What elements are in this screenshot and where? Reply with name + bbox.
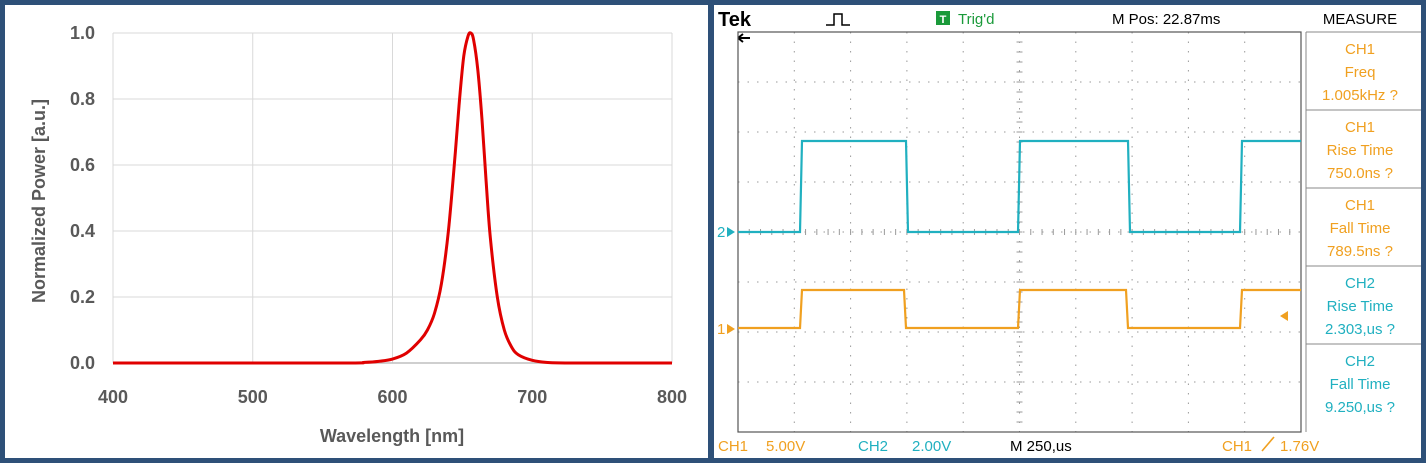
ch2-label: CH2 [858,438,888,455]
left-arrow-icon [737,33,750,43]
measure-title: MEASURE [1323,11,1397,28]
ch1-scale: 5.00V [766,438,805,455]
ch2-ground-arrow-icon [727,227,735,237]
y-tick-label: 1.0 [70,23,95,43]
trigger-pulse-icon [826,13,850,26]
spectrum-chart: 0.0 0.2 0.4 0.6 0.8 1.0 400 500 600 700 800 Wavel… [29,23,687,446]
measurement-item[interactable]: CH2 Rise Time 2.303,us ? [1306,265,1421,338]
ch2-trace [738,139,1301,234]
measurement-item[interactable]: CH1 Rise Time 750.0ns ? [1306,109,1421,182]
y-tick-label: 0.0 [70,353,95,373]
y-tick-label: 0.6 [70,155,95,175]
x-tick-label: 800 [657,387,687,407]
x-axis-title: Wavelength [nm] [320,426,464,446]
y-tick-labels: 0.0 0.2 0.4 0.6 0.8 1.0 [70,23,95,373]
y-tick-label: 0.2 [70,287,95,307]
ch2-ground-marker: 2 [717,224,725,241]
measurement-value: 1.005kHz ? [1322,87,1398,104]
measurement-value: 750.0ns ? [1327,165,1393,182]
trigger-level: 1.76V [1280,438,1319,455]
measurement-value: 789.5ns ? [1327,243,1393,260]
ch2-scale: 2.00V [912,438,951,455]
measurement-channel: CH1 [1345,41,1375,58]
rising-edge-icon [1261,436,1275,452]
scope-background [714,5,1421,458]
measurement-item[interactable]: CH1 Fall Time 789.5ns ? [1306,187,1421,260]
y-tick-label: 0.4 [70,221,95,241]
measurement-name: Fall Time [1330,220,1391,237]
oscilloscope-screen: Tek T Trig'd M Pos: 22.87ms MEASURE 2 1 … [714,5,1421,458]
ch1-trace [738,288,1301,330]
tek-logo: Tek [718,9,752,31]
trig-status: Trig'd [958,11,994,28]
ch1-label: CH1 [718,438,748,455]
x-tick-label: 500 [238,387,268,407]
measurement-name: Freq [1345,64,1376,81]
trig-status-icon-glyph: T [940,14,947,26]
x-tick-label: 400 [98,387,128,407]
y-axis-title: Normalized Power [a.u.] [29,99,49,303]
timebase-readout: M 250,us [1010,438,1072,455]
measurement-channel: CH2 [1345,353,1375,370]
panel-divider [708,0,714,463]
measurement-value: 2.303,us ? [1325,321,1395,338]
spectrum-grid [112,32,673,363]
x-tick-label: 600 [377,387,407,407]
trigger-channel: CH1 [1222,438,1252,455]
measurement-channel: CH1 [1345,197,1375,214]
x-tick-labels: 400 500 600 700 800 [98,387,687,407]
ch1-ground-arrow-icon [727,324,735,334]
measurement-channel: CH2 [1345,275,1375,292]
measurement-channel: CH1 [1345,119,1375,136]
measurement-name: Rise Time [1327,298,1394,315]
trig-status-icon [936,11,950,25]
m-pos-readout: M Pos: 22.87ms [1112,11,1220,28]
measurement-item[interactable]: CH1 Freq 1.005kHz ? [1306,31,1421,104]
measurement-value: 9.250,us ? [1325,399,1395,416]
x-tick-label: 700 [517,387,547,407]
measurement-name: Fall Time [1330,376,1391,393]
measurement-item[interactable]: CH2 Fall Time 9.250,us ? [1306,343,1421,416]
spectrum-line [113,31,672,365]
y-tick-label: 0.8 [70,89,95,109]
trigger-level-arrow-icon [1280,311,1288,321]
measurement-name: Rise Time [1327,142,1394,159]
ch1-ground-marker: 1 [717,321,725,338]
